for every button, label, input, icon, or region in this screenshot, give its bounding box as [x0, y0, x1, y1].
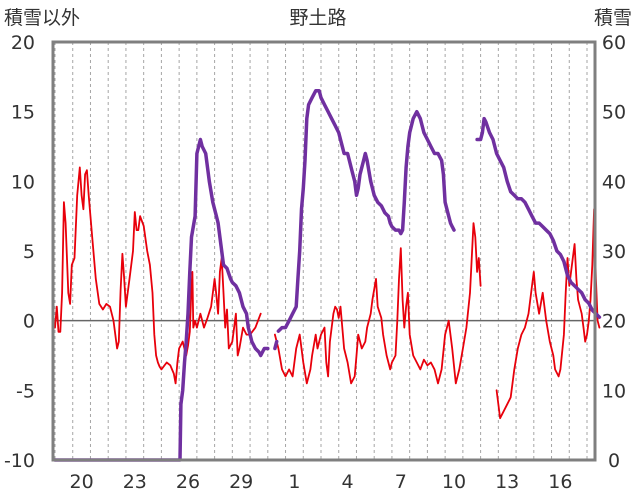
chart-title: 野土路	[289, 7, 346, 29]
other-series-segment	[54, 166, 262, 385]
snow-series-segment	[475, 116, 602, 319]
x-tick-label: 13	[495, 471, 519, 493]
left-tick-label: 15	[11, 102, 35, 124]
x-tick-label: 26	[176, 471, 200, 493]
snow-series-segment	[276, 89, 456, 333]
right-axis-label: 積雪	[594, 7, 632, 29]
snow-series-segment	[53, 137, 270, 462]
vertical-gridlines	[54, 42, 588, 460]
left-tick-label: -5	[16, 380, 35, 402]
other-series-segment	[495, 208, 601, 420]
left-tick-label: -10	[4, 450, 35, 472]
x-tick-label: 20	[70, 471, 94, 493]
left-tick-label: 5	[23, 241, 35, 263]
plot-frame	[51, 40, 597, 462]
other-series-segment	[273, 222, 482, 385]
right-tick-label: 40	[602, 171, 626, 193]
x-tick-label: 10	[442, 471, 466, 493]
right-tick-label: 30	[602, 241, 626, 263]
right-tick-label: 10	[602, 380, 626, 402]
right-tick-label: 50	[602, 102, 626, 124]
x-tick-label: 1	[288, 471, 300, 493]
right-tick-label: 60	[602, 32, 626, 54]
x-tick-label: 16	[548, 471, 572, 493]
left-tick-label: 20	[11, 32, 35, 54]
x-tick-label: 4	[342, 471, 354, 493]
x-tick-label: 29	[229, 471, 253, 493]
left-axis-label: 積雪以外	[4, 7, 80, 29]
x-tick-label: 7	[395, 471, 407, 493]
right-tick-label: 20	[602, 311, 626, 333]
series-layer	[53, 89, 602, 462]
left-axis-ticks: 20 15 10 5 0 -5 -10	[4, 32, 35, 472]
right-tick-label: 0	[608, 450, 620, 472]
x-tick-label: 23	[123, 471, 147, 493]
left-tick-label: 0	[23, 311, 35, 333]
left-tick-label: 10	[11, 171, 35, 193]
snow-series-segment	[273, 339, 279, 351]
x-axis-ticks: 20 23 26 29 1 4 7 10 13 16	[70, 471, 573, 493]
right-axis-ticks: 60 50 40 30 20 10 0	[602, 32, 626, 472]
